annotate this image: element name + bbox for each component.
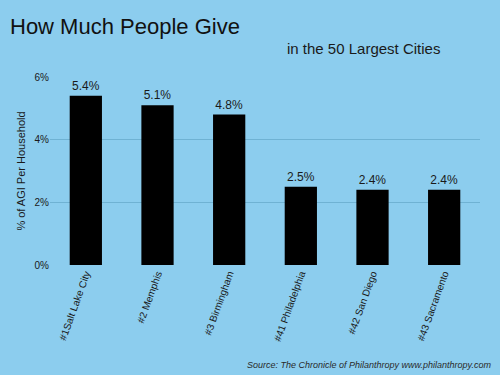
svg-text:2.5%: 2.5% <box>287 170 315 184</box>
svg-text:#2 Memphis: #2 Memphis <box>135 270 164 325</box>
svg-text:2%: 2% <box>35 197 50 208</box>
svg-text:#43 Sacramento: #43 Sacramento <box>415 269 451 342</box>
svg-text:5.4%: 5.4% <box>72 79 100 93</box>
svg-text:#41 Philadelphia: #41 Philadelphia <box>272 269 308 343</box>
svg-text:#3 Birmingham: #3 Birmingham <box>202 270 235 337</box>
svg-text:0%: 0% <box>35 260 50 271</box>
svg-text:2.4%: 2.4% <box>359 173 387 187</box>
svg-text:in the 50 Largest Cities: in the 50 Largest Cities <box>287 40 440 57</box>
svg-text:#1Salt Lake City: #1Salt Lake City <box>57 270 92 342</box>
svg-text:2.4%: 2.4% <box>430 173 458 187</box>
svg-text:How Much People Give: How Much People Give <box>10 14 240 39</box>
svg-text:Source: The Chronicle of Phila: Source: The Chronicle of Philanthropy ww… <box>247 360 491 370</box>
svg-text:6%: 6% <box>35 72 50 83</box>
svg-text:% of AGI Per Household: % of AGI Per Household <box>15 111 27 230</box>
svg-text:5.1%: 5.1% <box>144 88 172 102</box>
svg-text:4%: 4% <box>35 134 50 145</box>
svg-text:#42 San Diego: #42 San Diego <box>346 269 379 335</box>
svg-text:4.8%: 4.8% <box>215 98 243 112</box>
